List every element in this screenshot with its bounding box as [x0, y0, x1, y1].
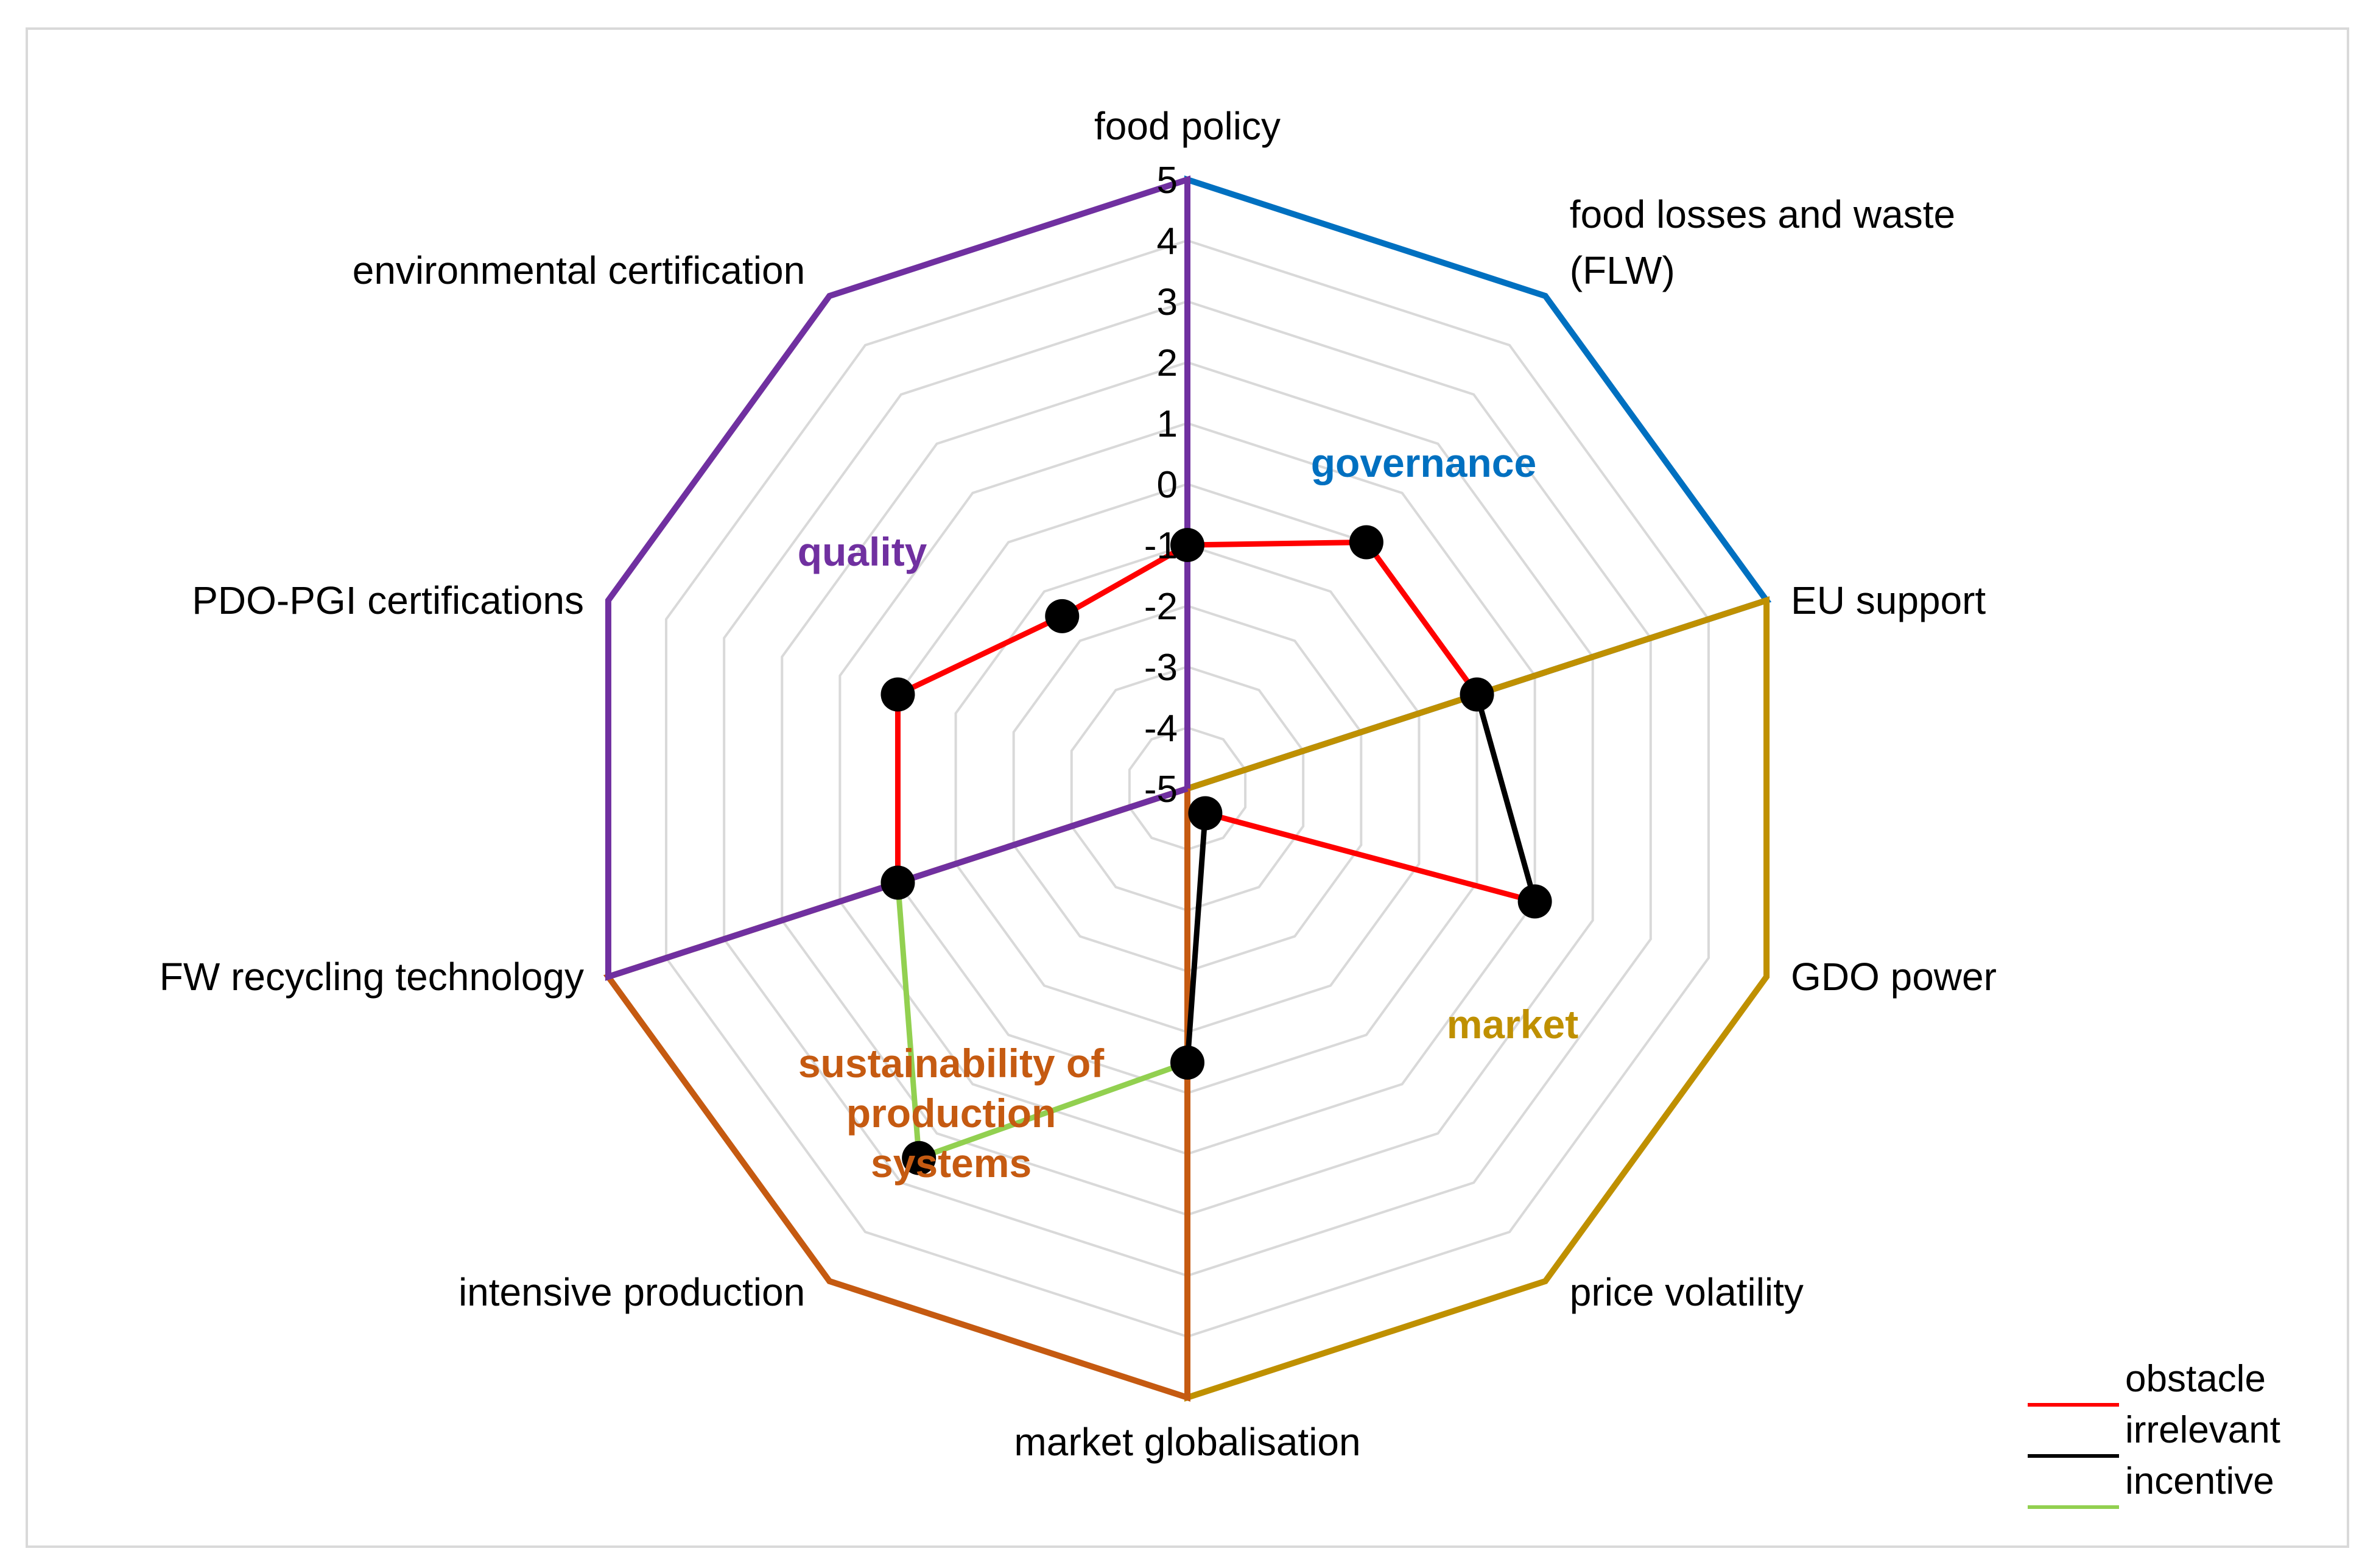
axis-label-line: market globalisation [1014, 1420, 1360, 1464]
legend-label-obstacle: obstacle [2125, 1358, 2266, 1400]
tick-label: -4 [1144, 708, 1178, 750]
group-label-line: systems [871, 1141, 1032, 1186]
tick-labels: 5 4 3 2 1 0 -1 -2 -3 -4 -5 [1144, 160, 1178, 810]
axis-label: market globalisation [1014, 1420, 1360, 1464]
tick-label: 5 [1157, 160, 1178, 202]
series-segment-obstacle [1184, 539, 1369, 548]
series-segment-obstacle [1202, 810, 1538, 904]
group-label-line: sustainability of [798, 1041, 1105, 1086]
axis-labels: food policy food losses and waste (FLW) EU … [160, 104, 1997, 1464]
tick-label: 1 [1157, 403, 1178, 445]
series-segment-irrelevant [1184, 810, 1208, 1066]
axis-label-line: intensive production [459, 1270, 805, 1314]
data-point [1045, 599, 1080, 633]
tick-label: -1 [1144, 525, 1178, 567]
group-label: market [1447, 1002, 1578, 1047]
group-label-line: market [1447, 1002, 1578, 1047]
legend-label-incentive: incentive [2125, 1460, 2274, 1502]
tick-label: 3 [1157, 281, 1178, 323]
group-outline-3 [605, 175, 1190, 981]
axis-label: FW recycling technology [160, 955, 584, 999]
axis-label: PDO-PGI certifications [192, 578, 584, 622]
data-point [1349, 525, 1383, 560]
tick-label: 4 [1157, 220, 1178, 262]
data-point [880, 677, 915, 712]
legend: obstacle irrelevant incentive [2028, 1358, 2280, 1509]
tick-label: 0 [1157, 464, 1178, 506]
axis-label-line: price volatility [1570, 1270, 1804, 1314]
tick-label: 2 [1157, 342, 1178, 384]
axis-label-line: food policy [1094, 104, 1281, 148]
group-label: sustainability of production systems [798, 1041, 1105, 1186]
series [880, 525, 1552, 1175]
axis-label: EU support [1791, 578, 1986, 622]
group-label-line: governance [1311, 440, 1536, 485]
axis-label-line: EU support [1791, 578, 1986, 622]
data-point [902, 1141, 937, 1175]
axis-label-line: food losses and waste [1570, 192, 1955, 236]
series-segment-irrelevant [1474, 691, 1538, 904]
data-point [1460, 677, 1494, 712]
data-point [1170, 1046, 1204, 1080]
axis-label: GDO power [1791, 955, 1997, 999]
group-label-line: quality [798, 529, 927, 574]
data-point [880, 865, 915, 900]
legend-label-irrelevant: irrelevant [2125, 1409, 2280, 1451]
axis-label-line: (FLW) [1570, 248, 1675, 292]
tick-label: -5 [1144, 768, 1178, 810]
series-segment-obstacle [1363, 539, 1480, 697]
data-point [1170, 528, 1204, 562]
axis-label-line: GDO power [1791, 955, 1997, 999]
series-segment-obstacle [1059, 542, 1190, 619]
axis-label: food policy [1094, 104, 1281, 148]
data-point [1517, 884, 1552, 919]
axis-label: food losses and waste (FLW) [1570, 192, 1955, 292]
series-segment-obstacle [895, 613, 1065, 697]
axis-label: intensive production [459, 1270, 805, 1314]
series-segment-incentive [895, 880, 922, 1161]
axis-label-line: environmental certification [353, 248, 805, 292]
axis-label-line: FW recycling technology [160, 955, 584, 999]
tick-label: -3 [1144, 647, 1178, 689]
group-label: governance [1311, 440, 1536, 485]
group-label: quality [798, 529, 927, 574]
group-outlines [603, 175, 1772, 1402]
series-segment-incentive [916, 1060, 1190, 1161]
data-point [1188, 796, 1223, 831]
axis-label: environmental certification [353, 248, 805, 292]
group-label-line: production [846, 1091, 1056, 1136]
tick-label: -2 [1144, 586, 1178, 628]
axis-label-line: PDO-PGI certifications [192, 578, 584, 622]
axis-label: price volatility [1570, 1270, 1804, 1314]
group-labels: governance market sustainability of product… [798, 440, 1579, 1186]
